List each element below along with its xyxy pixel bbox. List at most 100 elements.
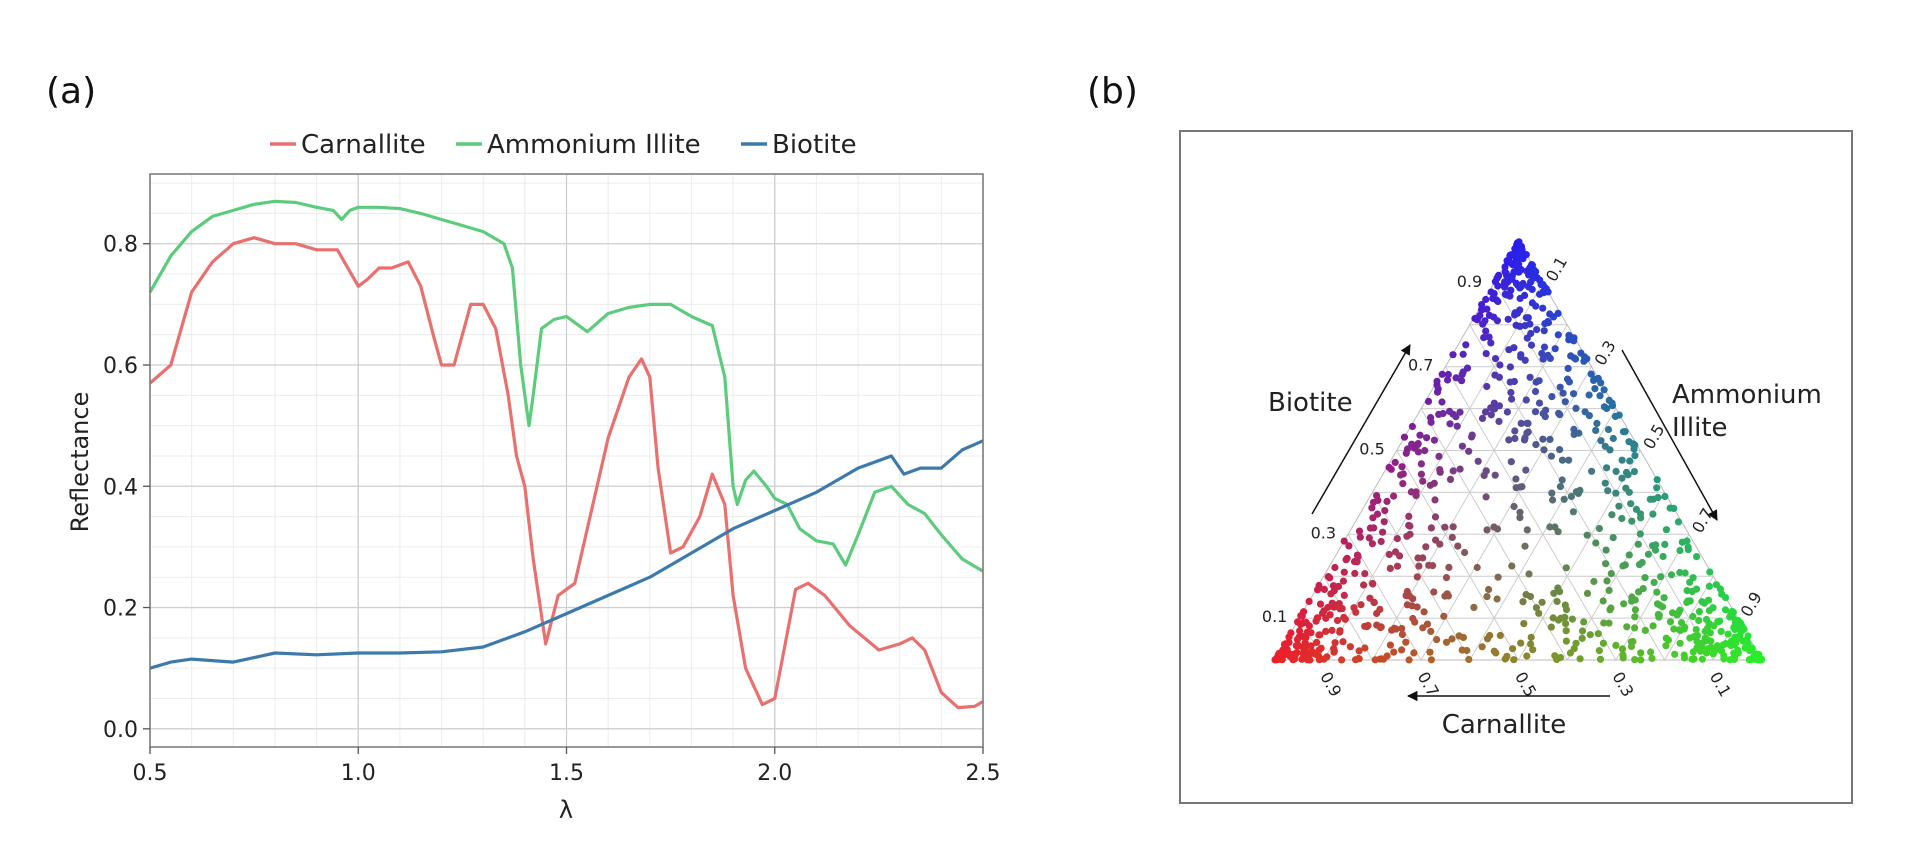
sample-point	[1435, 452, 1443, 460]
sample-point	[1628, 517, 1636, 525]
sample-point	[1493, 595, 1501, 603]
sample-point	[1405, 521, 1413, 530]
sample-point	[1328, 599, 1336, 607]
sample-point	[1512, 484, 1520, 492]
sample-point	[1453, 422, 1461, 430]
sample-point	[1657, 573, 1665, 581]
sample-point	[1501, 290, 1509, 298]
sample-point	[1553, 597, 1561, 606]
sample-point	[1336, 605, 1344, 613]
sample-point	[1649, 510, 1657, 518]
sample-point	[1427, 656, 1435, 664]
sample-point	[1326, 574, 1334, 582]
legend-label-carnallite: Carnallite	[301, 130, 426, 160]
sample-point	[1525, 570, 1533, 578]
sample-point	[1339, 577, 1347, 585]
sample-point	[1667, 571, 1676, 579]
sample-point	[1623, 623, 1631, 631]
sample-point	[1483, 526, 1491, 534]
sample-point	[1377, 623, 1385, 631]
sample-point	[1462, 341, 1470, 349]
sample-point	[1503, 408, 1511, 416]
sample-point	[1521, 542, 1529, 550]
sample-point	[1427, 524, 1435, 532]
sample-point	[1519, 598, 1527, 606]
sample-point	[1495, 373, 1503, 381]
sample-point	[1490, 523, 1498, 531]
y-tick-label: 0.8	[103, 233, 138, 258]
sample-point	[1438, 370, 1446, 378]
sample-point	[1335, 600, 1343, 608]
sample-point	[1368, 579, 1377, 588]
sample-point	[1547, 623, 1555, 631]
sample-point	[1328, 626, 1336, 635]
sample-point	[1322, 627, 1330, 636]
sample-point	[1356, 533, 1364, 541]
ternary-grid-line	[1445, 366, 1617, 661]
y-tick-label: 0.0	[103, 718, 138, 743]
sample-point	[1615, 502, 1623, 510]
sample-point	[1539, 288, 1547, 296]
sample-point	[1386, 641, 1394, 649]
sample-point	[1531, 387, 1540, 396]
sample-point	[1331, 563, 1339, 572]
sample-point	[1637, 656, 1645, 664]
sample-point	[1574, 489, 1582, 498]
sample-point	[1597, 437, 1605, 445]
sample-point	[1433, 636, 1441, 644]
sample-point	[1578, 634, 1586, 642]
sample-point	[1591, 385, 1599, 393]
sample-point	[1618, 474, 1626, 482]
sample-point	[1526, 373, 1534, 381]
sample-point	[1540, 327, 1548, 335]
sample-point	[1422, 543, 1430, 551]
sample-point	[1479, 320, 1487, 328]
sample-point	[1600, 403, 1608, 411]
sample-point	[1334, 582, 1343, 591]
sample-point	[1445, 563, 1453, 572]
sample-point	[1695, 616, 1703, 625]
sample-point	[1379, 528, 1387, 536]
sample-point	[1512, 475, 1520, 483]
sample-point	[1683, 598, 1691, 607]
x-tick-label: 1.5	[549, 761, 584, 786]
sample-point	[1527, 640, 1535, 648]
sample-point	[1448, 635, 1456, 643]
sample-point	[1398, 630, 1406, 639]
x-ticks: 0.5 1.0 1.5 2.0 2.5	[133, 747, 1001, 786]
sample-point	[1452, 374, 1460, 382]
sample-point	[1301, 639, 1309, 647]
sample-point	[1709, 650, 1717, 658]
sample-point	[1622, 484, 1630, 492]
sample-point	[1281, 641, 1289, 649]
sample-point	[1494, 573, 1502, 581]
x-tick-label: 0.5	[133, 761, 168, 786]
sample-point	[1421, 447, 1429, 455]
sample-point	[1535, 377, 1543, 385]
sample-point	[1631, 613, 1639, 621]
sample-point	[1630, 468, 1638, 476]
sample-point	[1546, 435, 1554, 443]
sample-point	[1558, 476, 1566, 484]
sample-point	[1526, 320, 1534, 328]
sample-point	[1316, 600, 1325, 608]
sample-point	[1342, 556, 1350, 564]
sample-point	[1674, 518, 1683, 526]
sample-point	[1522, 466, 1530, 474]
sample-point	[1523, 267, 1531, 275]
sample-point	[1631, 452, 1639, 460]
sample-point	[1580, 357, 1588, 365]
ammonium-illite-axis-arrow	[1621, 349, 1718, 521]
sample-point	[1557, 653, 1565, 662]
sample-point	[1609, 434, 1617, 443]
sample-point	[1627, 642, 1635, 651]
sample-point	[1417, 470, 1425, 478]
sample-point	[1647, 648, 1655, 656]
sample-point	[1702, 615, 1711, 624]
sample-point	[1503, 271, 1511, 280]
sample-point	[1350, 604, 1358, 612]
y-tick-label: 0.6	[103, 354, 138, 379]
sample-point	[1600, 619, 1608, 627]
sample-point	[1300, 608, 1308, 616]
legend: Carnallite Ammonium Illite Biotite	[270, 130, 857, 160]
